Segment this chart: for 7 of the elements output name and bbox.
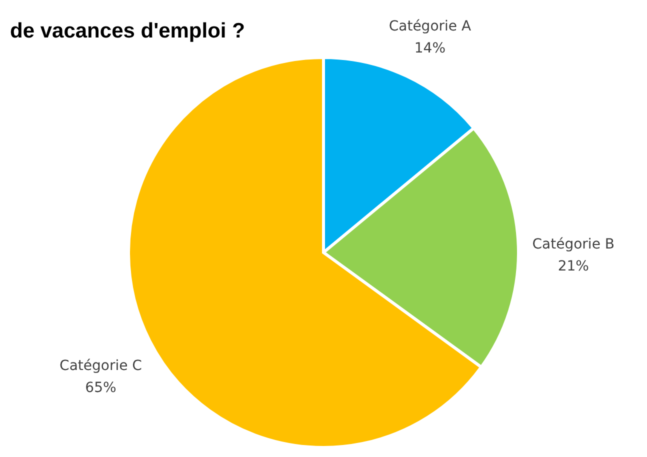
data-label: 65% xyxy=(85,380,116,396)
slice-label: Catégorie B xyxy=(532,236,614,253)
data-label: 21% xyxy=(558,258,589,275)
chart-title: de vacances d'emploi ? xyxy=(10,19,245,42)
slice-label: Catégorie A xyxy=(388,18,472,34)
slice-label: Catégorie C xyxy=(60,358,142,374)
data-label: 14% xyxy=(414,40,446,56)
